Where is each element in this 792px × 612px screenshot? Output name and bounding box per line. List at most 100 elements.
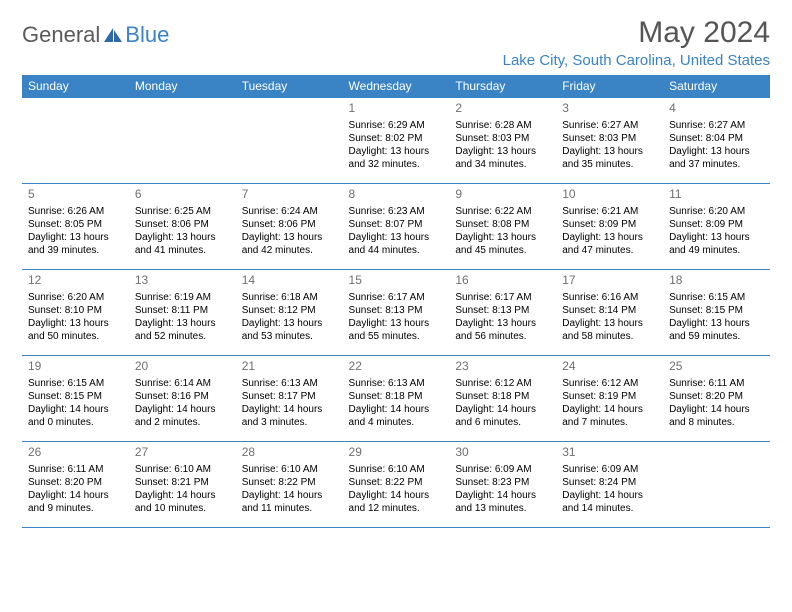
day-cell [22, 98, 129, 184]
day-number: 15 [349, 273, 444, 289]
sunset-line: Sunset: 8:12 PM [242, 304, 337, 317]
day-number: 9 [455, 187, 550, 203]
sunrise-line: Sunrise: 6:17 AM [349, 291, 444, 304]
sunrise-line: Sunrise: 6:09 AM [562, 463, 657, 476]
day-header-row: SundayMondayTuesdayWednesdayThursdayFrid… [22, 75, 770, 98]
day-number: 21 [242, 359, 337, 375]
header: General Blue May 2024 Lake City, South C… [22, 16, 770, 69]
daylight-line: Daylight: 14 hours and 2 minutes. [135, 403, 230, 429]
daylight-line: Daylight: 14 hours and 7 minutes. [562, 403, 657, 429]
daylight-line: Daylight: 13 hours and 56 minutes. [455, 317, 550, 343]
day-cell: 7Sunrise: 6:24 AMSunset: 8:06 PMDaylight… [236, 184, 343, 270]
day-header: Sunday [22, 75, 129, 98]
sunset-line: Sunset: 8:13 PM [455, 304, 550, 317]
day-cell: 29Sunrise: 6:10 AMSunset: 8:22 PMDayligh… [343, 442, 450, 528]
day-cell: 3Sunrise: 6:27 AMSunset: 8:03 PMDaylight… [556, 98, 663, 184]
daylight-line: Daylight: 13 hours and 42 minutes. [242, 231, 337, 257]
sunrise-line: Sunrise: 6:19 AM [135, 291, 230, 304]
sunrise-line: Sunrise: 6:27 AM [669, 119, 764, 132]
day-number: 24 [562, 359, 657, 375]
day-number: 28 [242, 445, 337, 461]
day-number: 11 [669, 187, 764, 203]
day-number: 30 [455, 445, 550, 461]
week-row: 12Sunrise: 6:20 AMSunset: 8:10 PMDayligh… [22, 270, 770, 356]
sail-icon [103, 27, 123, 43]
sunrise-line: Sunrise: 6:11 AM [28, 463, 123, 476]
daylight-line: Daylight: 14 hours and 10 minutes. [135, 489, 230, 515]
daylight-line: Daylight: 13 hours and 41 minutes. [135, 231, 230, 257]
day-cell: 20Sunrise: 6:14 AMSunset: 8:16 PMDayligh… [129, 356, 236, 442]
sunrise-line: Sunrise: 6:10 AM [349, 463, 444, 476]
day-number: 31 [562, 445, 657, 461]
week-row: 19 Sunrise: 6:15 AMSunset: 8:15 PM Dayligh… [22, 356, 770, 442]
daylight-line: Daylight: 13 hours and 58 minutes. [562, 317, 657, 343]
day-number: 18 [669, 273, 764, 289]
sunset-line: Sunset: 8:11 PM [135, 304, 230, 317]
brand-part1: General [22, 22, 100, 48]
day-cell: 9Sunrise: 6:22 AMSunset: 8:08 PMDaylight… [449, 184, 556, 270]
sunrise-line: Sunrise: 6:12 AM [455, 377, 550, 390]
sunset-line: Sunset: 8:09 PM [562, 218, 657, 231]
daylight-line: Daylight: 14 hours and 13 minutes. [455, 489, 550, 515]
sunset-line: Sunset: 8:06 PM [135, 218, 230, 231]
brand-part2: Blue [125, 22, 169, 48]
sunset-line: Sunset: 8:17 PM [242, 390, 337, 403]
day-number: 14 [242, 273, 337, 289]
sunset-line: Sunset: 8:15 PM [28, 390, 123, 403]
sunset-line: Sunset: 8:21 PM [135, 476, 230, 489]
daylight-line: Daylight: 14 hours and 14 minutes. [562, 489, 657, 515]
daylight-line: Daylight: 13 hours and 50 minutes. [28, 317, 123, 343]
sunrise-line: Sunrise: 6:12 AM [562, 377, 657, 390]
day-number: 29 [349, 445, 444, 461]
day-header: Friday [556, 75, 663, 98]
day-cell: 22Sunrise: 6:13 AMSunset: 8:18 PMDayligh… [343, 356, 450, 442]
sunset-line: Sunset: 8:05 PM [28, 218, 123, 231]
sunrise-line: Sunrise: 6:15 AM [28, 377, 123, 390]
day-cell [129, 98, 236, 184]
month-title: May 2024 [503, 16, 770, 50]
day-cell: 26Sunrise: 6:11 AMSunset: 8:20 PMDayligh… [22, 442, 129, 528]
daylight-line: Daylight: 13 hours and 35 minutes. [562, 145, 657, 171]
daylight-line: Daylight: 14 hours and 3 minutes. [242, 403, 337, 429]
day-header: Saturday [663, 75, 770, 98]
sunrise-line: Sunrise: 6:20 AM [669, 205, 764, 218]
daylight-line: Daylight: 13 hours and 44 minutes. [349, 231, 444, 257]
sunset-line: Sunset: 8:03 PM [562, 132, 657, 145]
daylight-line: Daylight: 13 hours and 39 minutes. [28, 231, 123, 257]
sunset-line: Sunset: 8:04 PM [669, 132, 764, 145]
sunset-line: Sunset: 8:19 PM [562, 390, 657, 403]
day-number: 6 [135, 187, 230, 203]
sunset-line: Sunset: 8:18 PM [349, 390, 444, 403]
day-cell: 18Sunrise: 6:15 AMSunset: 8:15 PMDayligh… [663, 270, 770, 356]
sunrise-line: Sunrise: 6:28 AM [455, 119, 550, 132]
day-cell: 10Sunrise: 6:21 AMSunset: 8:09 PMDayligh… [556, 184, 663, 270]
day-cell: 14Sunrise: 6:18 AMSunset: 8:12 PMDayligh… [236, 270, 343, 356]
day-cell: 6 Sunrise: 6:25 AMSunset: 8:06 PMDaylight… [129, 184, 236, 270]
day-cell: 31Sunrise: 6:09 AMSunset: 8:24 PMDayligh… [556, 442, 663, 528]
daylight-line: Daylight: 13 hours and 59 minutes. [669, 317, 764, 343]
brand-logo: General Blue [22, 22, 169, 48]
day-number: 19 [28, 359, 123, 375]
sunset-line: Sunset: 8:22 PM [242, 476, 337, 489]
day-number: 10 [562, 187, 657, 203]
sunset-line: Sunset: 8:20 PM [28, 476, 123, 489]
daylight-line: Daylight: 13 hours and 49 minutes. [669, 231, 764, 257]
daylight-line: Daylight: 14 hours and 6 minutes. [455, 403, 550, 429]
day-number: 17 [562, 273, 657, 289]
week-row: 26Sunrise: 6:11 AMSunset: 8:20 PMDayligh… [22, 442, 770, 528]
day-cell: 17Sunrise: 6:16 AMSunset: 8:14 PMDayligh… [556, 270, 663, 356]
sunset-line: Sunset: 8:14 PM [562, 304, 657, 317]
sunrise-line: Sunrise: 6:13 AM [349, 377, 444, 390]
sunrise-line: Sunrise: 6:25 AM [135, 205, 230, 218]
sunrise-line: Sunrise: 6:18 AM [242, 291, 337, 304]
daylight-line: Daylight: 14 hours and 8 minutes. [669, 403, 764, 429]
sunrise-line: Sunrise: 6:10 AM [242, 463, 337, 476]
daylight-line: Daylight: 13 hours and 34 minutes. [455, 145, 550, 171]
sunrise-line: Sunrise: 6:22 AM [455, 205, 550, 218]
day-cell: 23Sunrise: 6:12 AMSunset: 8:18 PMDayligh… [449, 356, 556, 442]
sunset-line: Sunset: 8:10 PM [28, 304, 123, 317]
sunrise-line: Sunrise: 6:29 AM [349, 119, 444, 132]
day-cell: 15Sunrise: 6:17 AMSunset: 8:13 PMDayligh… [343, 270, 450, 356]
day-cell: 12Sunrise: 6:20 AMSunset: 8:10 PMDayligh… [22, 270, 129, 356]
sunset-line: Sunset: 8:22 PM [349, 476, 444, 489]
